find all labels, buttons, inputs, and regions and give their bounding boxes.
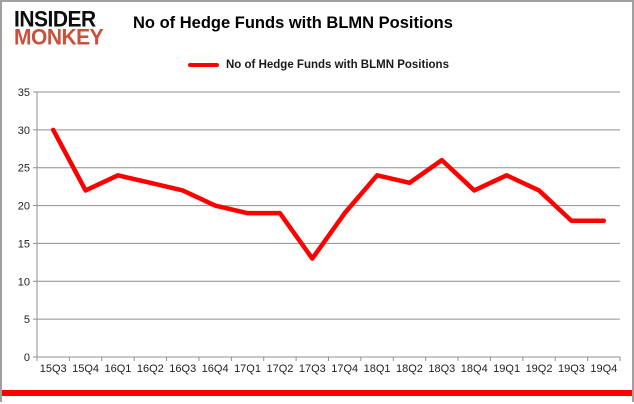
x-tick-label: 15Q4: [72, 363, 99, 375]
y-tick-label: 35: [18, 87, 30, 99]
x-tick-label: 18Q1: [364, 363, 391, 375]
x-tick-label: 18Q3: [428, 363, 455, 375]
y-tick-label: 10: [18, 276, 30, 288]
x-tick-label: 16Q3: [169, 363, 196, 375]
y-tick-label: 20: [18, 201, 30, 213]
logo-text-monkey: MONKEY: [14, 25, 104, 50]
x-tick-label: 19Q4: [590, 363, 617, 375]
x-tick-label: 15Q3: [40, 363, 67, 375]
insider-monkey-logo: INSIDER MONKEY: [14, 7, 104, 50]
y-tick-label: 5: [24, 314, 30, 326]
x-tick-label: 18Q4: [461, 363, 488, 375]
x-tick-label: 16Q2: [137, 363, 164, 375]
y-tick-label: 15: [18, 238, 30, 250]
logo-text-insider: INSIDER: [14, 7, 96, 32]
x-tick-label: 17Q3: [299, 363, 326, 375]
x-tick-label: 17Q4: [331, 363, 358, 375]
x-tick-label: 17Q1: [234, 363, 261, 375]
chart-title: No of Hedge Funds with BLMN Positions: [133, 14, 453, 32]
x-tick-label: 18Q2: [396, 363, 423, 375]
x-tick-label: 16Q4: [202, 363, 229, 375]
x-tick-label: 19Q1: [493, 363, 520, 375]
legend: No of Hedge Funds with BLMN Positions: [188, 59, 449, 71]
legend-label: No of Hedge Funds with BLMN Positions: [226, 59, 449, 71]
x-tick-label: 17Q2: [266, 363, 293, 375]
x-tick-label: 16Q1: [105, 363, 132, 375]
x-tick-label: 19Q3: [558, 363, 585, 375]
legend-line-swatch: [188, 62, 219, 68]
series-line: [50, 127, 607, 261]
y-tick-label: 25: [18, 163, 30, 175]
x-tick-label: 19Q2: [526, 363, 553, 375]
y-tick-label: 30: [18, 125, 30, 137]
brand-accent-bar: [2, 390, 632, 396]
y-tick-label: 0: [24, 352, 30, 364]
